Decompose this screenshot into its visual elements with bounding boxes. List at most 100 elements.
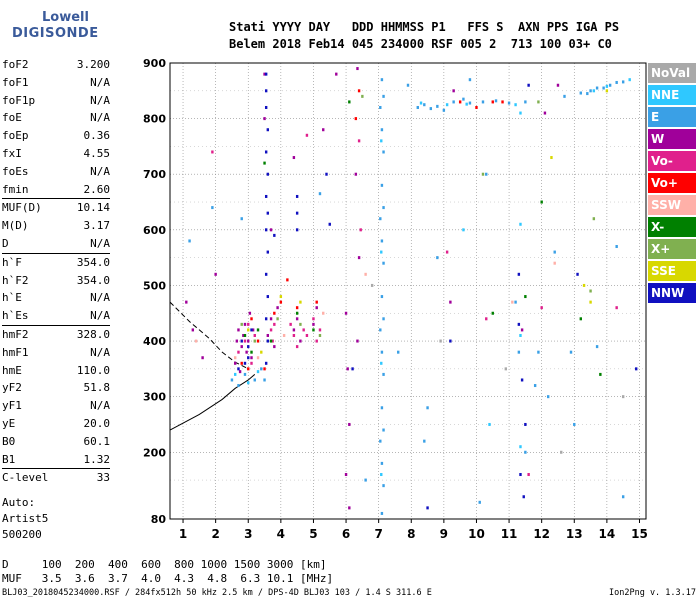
x-tick-label: 2 <box>211 527 219 541</box>
echo-point-w <box>263 72 266 76</box>
echo-point-vo <box>289 322 292 326</box>
echo-point-vo <box>240 361 243 365</box>
echo-point-vo <box>305 133 309 137</box>
param-value: 3.17 <box>83 219 111 233</box>
echo-point-vo <box>315 339 318 343</box>
legend-item: NoVal <box>648 63 696 83</box>
echo-point-vo <box>357 89 361 93</box>
echo-point-vo <box>211 150 214 154</box>
plot-frame <box>169 62 647 520</box>
echo-point-w <box>269 228 273 232</box>
echo-point-vo <box>491 100 494 104</box>
echo-point-w <box>344 473 348 477</box>
echo-point-nnw <box>266 339 270 343</box>
echo-point-nnw <box>264 272 268 276</box>
param-name: foEs <box>2 164 29 178</box>
echo-point-x <box>253 339 256 343</box>
param-value: 51.8 <box>83 381 111 395</box>
echo-point-vo <box>271 339 274 343</box>
x-tick-label: 12 <box>533 527 550 541</box>
param-name: h`F2 <box>2 273 29 287</box>
echo-point-e <box>380 406 384 410</box>
echo-point-e <box>380 511 384 515</box>
echo-point-vo <box>318 328 322 332</box>
chart-traces <box>169 301 256 431</box>
echo-point-w <box>214 272 217 276</box>
echo-point-x <box>243 333 247 337</box>
param-name: yE <box>2 416 16 430</box>
echo-point-w <box>185 300 188 304</box>
param-name: fxI <box>2 146 22 160</box>
param-row: fxI 4.55 <box>2 145 110 163</box>
echo-point-e <box>263 378 266 382</box>
echo-point-e <box>318 192 322 196</box>
echo-point-nnw <box>351 367 354 371</box>
echo-point-ssw <box>282 333 286 337</box>
echo-point-vo <box>354 117 358 121</box>
echo-point-nnw <box>264 89 268 93</box>
echo-point-e <box>586 92 589 96</box>
echo-point-w <box>449 300 452 304</box>
echo-point-e <box>260 367 263 371</box>
echo-point-w <box>247 339 250 343</box>
echo-point-nne <box>592 89 596 93</box>
param-value: 110.0 <box>76 363 110 377</box>
echo-point-nnw <box>247 345 250 349</box>
param-value: N/A <box>90 291 110 305</box>
echo-point-nnw <box>266 250 270 254</box>
echo-point-x <box>599 372 602 376</box>
echo-point-vo <box>243 339 247 343</box>
echo-point-nne <box>605 84 609 88</box>
echo-point-e <box>621 80 625 84</box>
echo-point-w <box>356 339 359 343</box>
echo-point-vo <box>315 300 318 304</box>
parameter-rows: foF2 3.200 foF1 N/A foF1p N/A foE N/A foEp 0.36 fx… <box>2 56 110 487</box>
echo-point-w <box>266 333 270 337</box>
echo-point-e <box>382 206 385 210</box>
echo-point-nne <box>380 361 383 365</box>
echo-point-w <box>201 356 204 360</box>
muf-table-distance: D 100 200 400 600 800 1000 1500 3000 [km… <box>2 558 327 571</box>
x-tick-label: 4 <box>277 527 285 541</box>
logo-line1: Lowell <box>42 10 89 25</box>
echo-point-w <box>344 311 348 315</box>
echo-point-sse <box>605 89 609 93</box>
echo-point-e <box>426 406 429 410</box>
echo-point-x <box>491 311 494 315</box>
param-row: yF1 N/A <box>2 397 110 415</box>
legend-item: W <box>648 129 696 149</box>
param-row: foE N/A <box>2 109 110 127</box>
echo-point-e <box>380 461 384 465</box>
param-name: foF2 <box>2 58 29 71</box>
echo-point-nne <box>519 111 522 115</box>
echo-point-vo <box>286 278 289 282</box>
echo-point-nnw <box>295 194 299 198</box>
echo-point-noval <box>560 450 563 454</box>
echo-point-x <box>589 289 592 293</box>
param-name: fmin <box>2 182 29 196</box>
echo-point-e <box>436 256 439 260</box>
param-name: B1 <box>2 452 16 466</box>
echo-point-sse <box>582 283 586 287</box>
echo-point-x <box>263 161 266 165</box>
param-value: 1.32 <box>83 452 111 466</box>
param-row: hmF2 328.0 <box>2 324 110 344</box>
echo-point-e <box>595 345 599 349</box>
echo-point-w <box>315 306 318 310</box>
param-row: foF1 N/A <box>2 74 110 92</box>
echo-point-ssw <box>553 261 556 265</box>
param-value: 10.14 <box>76 201 110 215</box>
echo-point-nnw <box>264 228 268 232</box>
echo-point-e <box>240 217 243 221</box>
echo-point-nnw <box>325 172 328 176</box>
echo-point-ssw <box>256 356 260 360</box>
x-tick-label: 7 <box>374 527 382 541</box>
param-name: D <box>2 236 9 250</box>
echo-point-nnw <box>635 367 638 371</box>
echo-point-e <box>382 372 385 376</box>
chart-grid <box>170 63 646 519</box>
echo-point-nnw <box>449 339 452 343</box>
echo-point-vo <box>247 322 250 326</box>
echo-point-e <box>524 450 527 454</box>
legend-item: NNW <box>648 283 696 303</box>
